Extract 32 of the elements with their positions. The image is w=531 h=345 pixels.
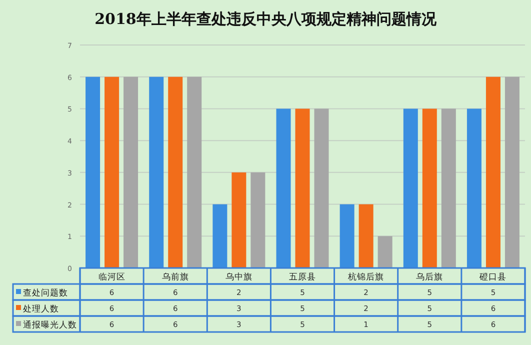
bar [104, 76, 120, 268]
bar [504, 76, 520, 268]
x-tick-label: 磴口县 [478, 272, 507, 282]
x-tick-label: 乌前旗 [162, 272, 189, 282]
legend-label: 通报曝光人数 [23, 320, 77, 330]
bar [314, 108, 329, 268]
x-tick-label: 乌中旗 [225, 272, 252, 282]
legend-label: 处理人数 [23, 304, 59, 314]
bar [340, 204, 354, 268]
bar [422, 108, 437, 268]
bar [378, 236, 392, 268]
bar [149, 76, 164, 268]
x-tick-label: 杭锦后旗 [347, 272, 384, 282]
bar [212, 204, 228, 268]
bar [466, 108, 482, 268]
legend-label: 查处问题数 [23, 288, 68, 298]
bar [403, 108, 418, 268]
bar [295, 108, 310, 268]
bar [232, 172, 246, 268]
bar [276, 108, 291, 268]
chart-title: 2018年上半年查处违反中央八项规定精神问题情况 [94, 10, 438, 28]
x-tick-label: 临河区 [98, 272, 126, 282]
bar [441, 108, 456, 268]
bar [250, 172, 266, 268]
bar [187, 76, 202, 268]
bar [124, 76, 138, 268]
bar [358, 204, 374, 268]
bar [486, 76, 500, 268]
bar [168, 76, 183, 268]
x-tick-label: 乌后旗 [416, 272, 444, 282]
bar [86, 76, 100, 268]
x-tick-label: 五原县 [289, 272, 316, 282]
